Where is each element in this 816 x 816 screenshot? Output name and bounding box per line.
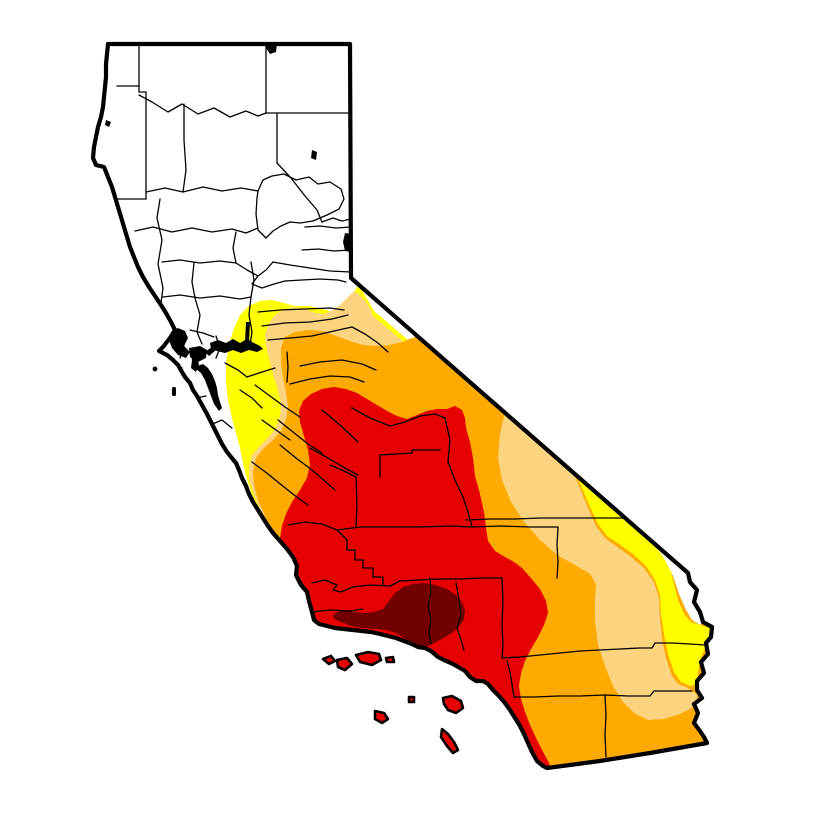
humboldt-bay xyxy=(105,120,111,127)
santa-catalina-island xyxy=(441,694,465,715)
goose-lake xyxy=(266,44,277,54)
drought-layer-d0-east-band xyxy=(560,456,712,686)
sacramento-river xyxy=(245,322,250,342)
san-miguel-island xyxy=(321,654,337,666)
santa-barbara-island xyxy=(407,695,416,704)
drought-layer-d4 xyxy=(333,583,465,648)
carquinez-strait xyxy=(205,347,216,356)
anacapa-island xyxy=(384,655,396,664)
san-nicolas-island xyxy=(373,709,390,725)
clear-lake xyxy=(169,328,190,358)
county-boundaries xyxy=(104,44,706,758)
san-pablo-bay xyxy=(189,346,207,362)
san-francisco-bay xyxy=(196,364,222,411)
san-clemente-island xyxy=(439,727,460,755)
drought-layer-d1-east-band xyxy=(498,412,697,720)
state-border xyxy=(90,41,715,771)
delta-waterways xyxy=(210,339,263,353)
drought-layer-none-river-sliver xyxy=(656,546,703,625)
channel-islands xyxy=(321,650,465,755)
santa-cruz-island xyxy=(354,650,383,667)
farallon-islands xyxy=(152,366,176,396)
eagle-lake xyxy=(311,150,317,160)
santa-rosa-island xyxy=(335,656,354,672)
